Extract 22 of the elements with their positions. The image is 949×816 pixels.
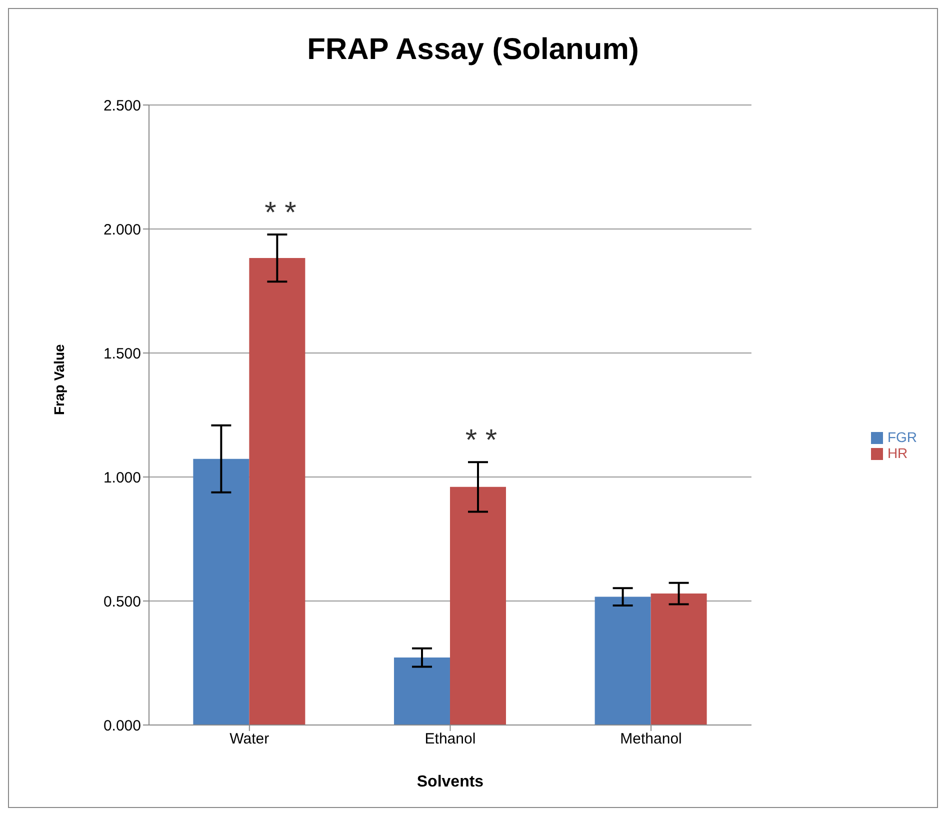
y-tick-label: 0.000 <box>103 717 141 734</box>
x-tick-label: Ethanol <box>424 730 476 748</box>
x-tick-label: Water <box>230 730 270 748</box>
y-tick-label: 2.000 <box>103 221 141 238</box>
y-tick-label: 1.500 <box>103 345 141 362</box>
annotation: * * <box>465 424 498 458</box>
y-tick-label: 2.500 <box>103 97 141 114</box>
y-tick-label: 1.000 <box>103 469 141 486</box>
x-tick-label: Methanol <box>620 730 682 748</box>
y-axis-title: Frap Value <box>50 344 67 415</box>
legend-label: HR <box>887 445 908 461</box>
bar <box>249 258 306 725</box>
bar <box>450 486 506 725</box>
x-axis-title: Solvents <box>416 773 484 790</box>
y-tick-label: 0.500 <box>103 593 141 610</box>
annotation: * * <box>264 196 297 230</box>
chart-title: FRAP Assay (Solanum) <box>306 33 640 68</box>
bar <box>650 594 707 725</box>
bar <box>394 658 450 725</box>
legend-label: FGR <box>887 429 917 445</box>
bar <box>594 596 651 725</box>
bar <box>193 458 250 725</box>
